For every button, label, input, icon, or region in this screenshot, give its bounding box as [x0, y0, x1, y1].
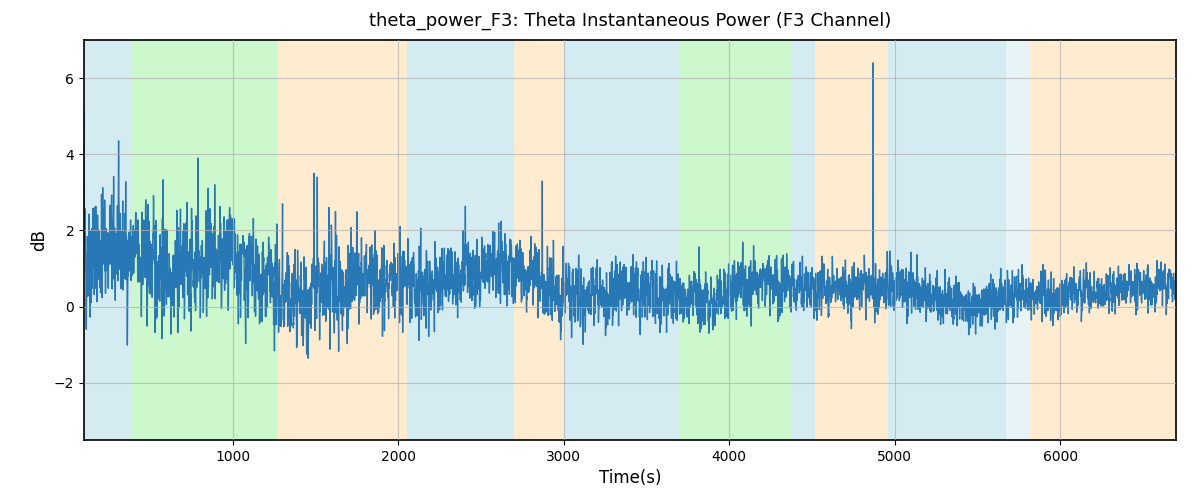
Bar	[132, 40, 277, 440]
X-axis label: Time(s): Time(s)	[599, 470, 661, 488]
Y-axis label: dB: dB	[30, 229, 48, 251]
Bar	[277, 40, 407, 440]
Bar	[514, 40, 564, 440]
Bar	[564, 40, 679, 440]
Bar	[1006, 40, 1031, 440]
Bar	[792, 40, 815, 440]
Bar	[679, 40, 792, 440]
Bar	[84, 40, 132, 440]
Bar	[1031, 40, 1176, 440]
Title: theta_power_F3: Theta Instantaneous Power (F3 Channel): theta_power_F3: Theta Instantaneous Powe…	[368, 12, 892, 30]
Bar	[815, 40, 888, 440]
Bar	[407, 40, 514, 440]
Bar	[888, 40, 1006, 440]
